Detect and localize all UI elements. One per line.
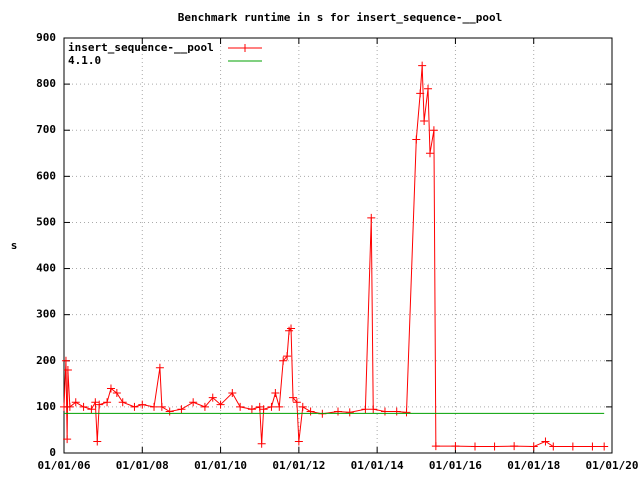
point-marker xyxy=(361,405,370,414)
point-marker xyxy=(568,442,577,451)
point-marker xyxy=(93,437,102,446)
point-marker xyxy=(79,402,88,411)
point-marker xyxy=(416,89,425,98)
point-marker xyxy=(392,407,401,416)
point-marker xyxy=(247,405,256,414)
point-marker xyxy=(165,407,174,416)
y-tick-label: 600 xyxy=(36,169,56,182)
point-marker xyxy=(257,439,266,448)
point-marker xyxy=(138,400,147,409)
y-tick-label: 800 xyxy=(36,77,56,90)
point-marker xyxy=(87,405,96,414)
y-tick-label: 300 xyxy=(36,308,56,321)
legend-marker xyxy=(241,44,249,52)
series-line xyxy=(63,65,605,448)
y-tick-label: 500 xyxy=(36,215,56,228)
point-marker xyxy=(103,398,112,407)
point-marker xyxy=(279,356,288,365)
point-marker xyxy=(65,402,74,411)
point-marker xyxy=(112,389,121,398)
point-marker xyxy=(412,135,421,144)
y-axis-label: s xyxy=(11,239,18,252)
x-tick-label: 01/01/18 xyxy=(507,459,560,472)
point-marker xyxy=(369,405,378,414)
point-marker xyxy=(236,402,245,411)
legend-label: insert_sequence-__pool xyxy=(68,41,214,54)
point-marker xyxy=(431,442,440,451)
y-tick-label: 700 xyxy=(36,123,56,136)
point-marker xyxy=(549,442,558,451)
point-marker xyxy=(61,356,70,365)
x-tick-label: 01/01/14 xyxy=(351,459,404,472)
point-marker xyxy=(130,402,139,411)
point-marker xyxy=(288,393,297,402)
point-marker xyxy=(208,393,217,402)
y-tick-label: 900 xyxy=(36,31,56,44)
point-marker xyxy=(275,402,284,411)
point-marker xyxy=(334,407,342,416)
plot-border xyxy=(63,37,613,454)
point-marker xyxy=(259,405,268,414)
point-marker xyxy=(541,437,550,446)
point-marker xyxy=(345,408,354,417)
point-marker xyxy=(118,398,127,407)
point-marker xyxy=(283,352,292,361)
point-marker xyxy=(189,398,198,407)
point-marker xyxy=(216,400,225,409)
point-marker xyxy=(471,442,479,451)
x-tick-label: 01/01/12 xyxy=(272,459,325,472)
point-marker xyxy=(588,442,597,451)
point-marker xyxy=(63,366,72,374)
point-marker xyxy=(298,402,307,411)
point-marker xyxy=(380,407,389,416)
legend-label: 4.1.0 xyxy=(68,54,101,67)
point-marker xyxy=(529,442,538,451)
chart-title: Benchmark runtime in s for insert_sequen… xyxy=(178,11,503,24)
point-marker xyxy=(429,126,438,135)
point-marker xyxy=(402,408,411,417)
point-marker xyxy=(271,389,280,398)
point-marker xyxy=(510,442,519,451)
point-marker xyxy=(418,61,427,70)
point-marker xyxy=(267,402,276,411)
point-marker xyxy=(155,363,164,372)
point-marker xyxy=(200,402,209,411)
point-marker xyxy=(287,324,296,333)
y-tick-label: 0 xyxy=(49,446,56,459)
point-marker xyxy=(150,402,159,411)
x-tick-label: 01/01/20 xyxy=(586,459,639,472)
point-marker xyxy=(425,149,434,158)
point-marker xyxy=(106,384,115,393)
y-tick-label: 200 xyxy=(36,354,56,367)
point-marker xyxy=(451,442,460,451)
point-marker xyxy=(424,84,433,93)
y-tick-label: 100 xyxy=(36,400,56,413)
point-marker xyxy=(157,402,166,411)
point-marker xyxy=(367,213,376,222)
point-marker xyxy=(600,442,609,451)
x-tick-label: 01/01/08 xyxy=(116,459,169,472)
point-marker xyxy=(292,398,301,407)
point-marker xyxy=(95,400,104,409)
point-marker xyxy=(294,437,303,446)
point-marker xyxy=(228,389,237,398)
point-marker xyxy=(490,442,499,451)
point-marker xyxy=(306,407,315,416)
x-tick-label: 01/01/06 xyxy=(38,459,91,472)
point-marker xyxy=(177,405,186,414)
y-tick-label: 400 xyxy=(36,262,56,275)
x-tick-label: 01/01/10 xyxy=(194,459,247,472)
point-marker xyxy=(420,117,429,125)
point-marker xyxy=(71,398,80,407)
x-tick-label: 01/01/16 xyxy=(429,459,482,472)
point-marker xyxy=(63,435,72,444)
